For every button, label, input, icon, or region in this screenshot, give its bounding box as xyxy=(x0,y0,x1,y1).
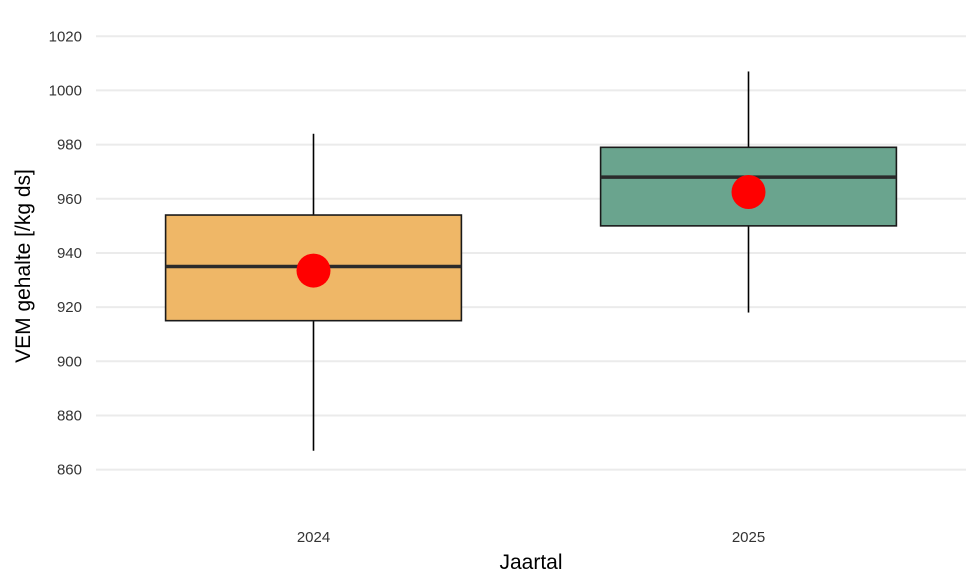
x-tick-label-2024: 2024 xyxy=(297,529,330,546)
y-tick-label-1000: 1000 xyxy=(49,82,82,99)
y-tick-label-1020: 1020 xyxy=(49,28,82,45)
y-tick-label-920: 920 xyxy=(57,299,82,316)
y-tick-label-860: 860 xyxy=(57,462,82,479)
mean-point-2025 xyxy=(731,175,766,210)
x-tick-labels: 2024 2025 xyxy=(297,529,765,546)
y-tick-label-980: 980 xyxy=(57,137,82,154)
box-2025 xyxy=(599,71,898,313)
y-tick-label-900: 900 xyxy=(57,353,82,370)
y-axis-title: VEM gehalte [/kg ds] xyxy=(12,169,35,363)
y-tick-label-880: 880 xyxy=(57,407,82,424)
boxes xyxy=(164,71,898,451)
y-tick-labels: 860 880 900 920 940 960 980 1000 1020 xyxy=(49,28,82,478)
y-tick-label-940: 940 xyxy=(57,245,82,262)
box-2024 xyxy=(164,133,463,451)
y-tick-label-960: 960 xyxy=(57,191,82,208)
mean-point-2024 xyxy=(296,253,331,288)
x-tick-label-2025: 2025 xyxy=(732,529,765,546)
x-axis-title: Jaartal xyxy=(499,551,562,574)
